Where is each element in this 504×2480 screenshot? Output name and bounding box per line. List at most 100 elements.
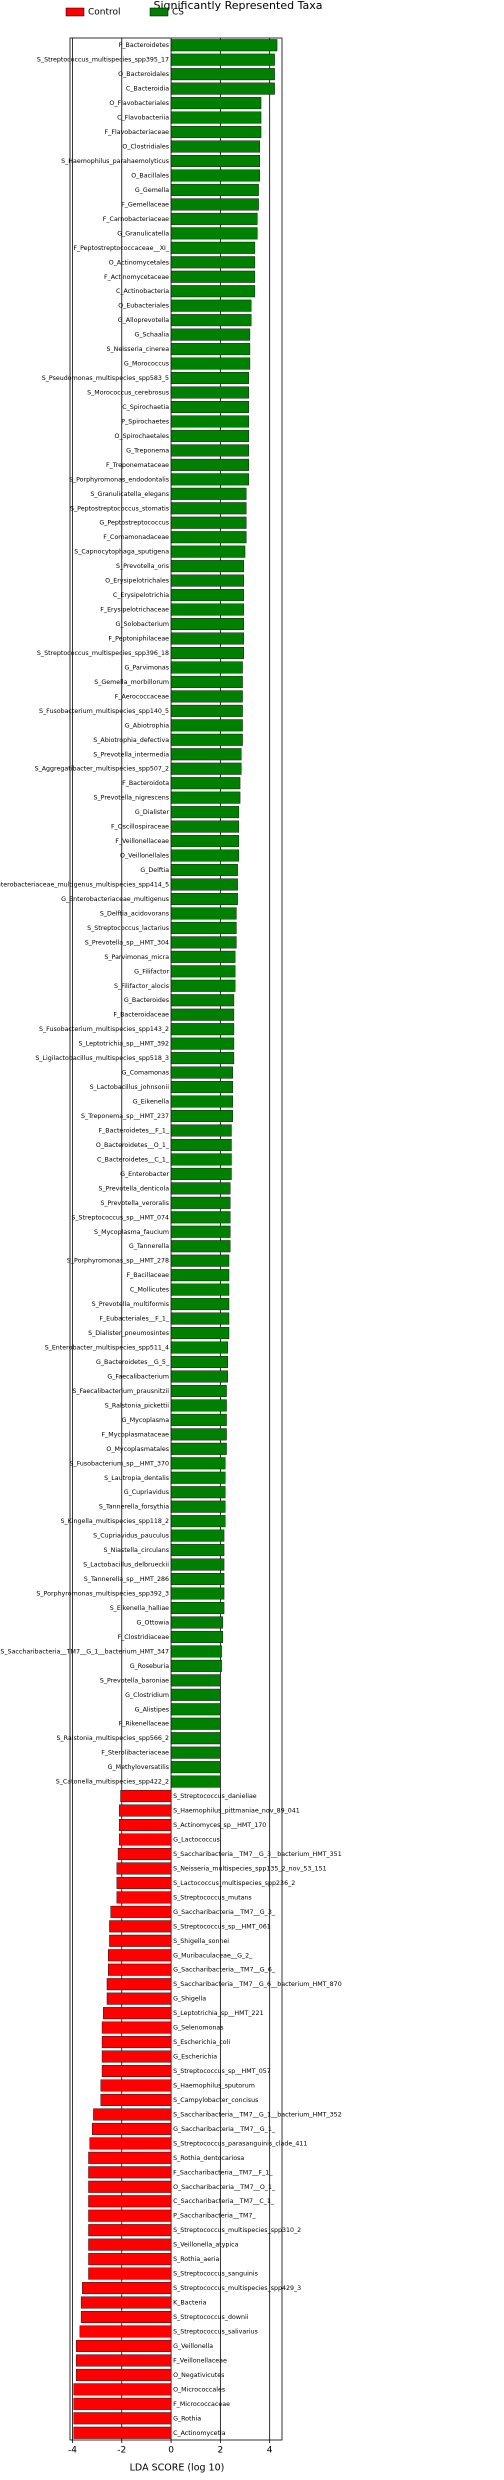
bar — [170, 1703, 221, 1716]
bar — [170, 126, 262, 139]
category-label: S_Pseudomonas_multispecies_spp583_5 — [42, 375, 169, 382]
category-label: G_Granulicatella — [117, 230, 169, 237]
bar — [170, 733, 243, 746]
bar — [170, 560, 244, 573]
bar — [109, 1934, 172, 1947]
category-label: F_Clostridiaceae — [118, 1634, 170, 1641]
category-label: F_Veillonellaceae — [115, 838, 169, 845]
category-label: F_Peptoniphilaceae — [108, 636, 169, 643]
category-label: G_Saccharibacteria__TM7__G_3_ — [173, 1909, 276, 1916]
bar — [170, 849, 240, 862]
bar — [116, 1891, 172, 1904]
legend-swatch — [65, 7, 85, 17]
category-label: G_Alloprevotella — [118, 317, 169, 324]
category-label: S_Granulicatella_elegans — [90, 491, 169, 498]
bar — [170, 1558, 225, 1571]
bar — [110, 1905, 172, 1918]
category-label: S_Streptococcus_sp__HMT_074 — [71, 1214, 169, 1221]
bar — [170, 1761, 221, 1774]
category-label: S_Kingella_multispecies_spp118_2 — [60, 1518, 169, 1525]
category-label: S_Fusobacterium_sp__HMT_370 — [69, 1460, 169, 1467]
category-label: G_Enterobacteriaceae_multigenus — [61, 896, 169, 903]
bar — [101, 2036, 172, 2049]
category-label: S_Lactococcus_multispecies_spp236_2 — [173, 1880, 295, 1887]
category-label: S_Prevotella_oris — [116, 563, 169, 570]
bar — [170, 82, 275, 95]
x-tick-label: -4 — [68, 2446, 77, 2456]
category-label: C_Saccharibacteria__TM7__C_1_ — [173, 2198, 275, 2205]
bar — [170, 545, 246, 558]
category-label: S_Streptococcus_multispecies_spp396_18 — [37, 650, 169, 657]
bar — [106, 1992, 172, 2005]
bar — [170, 1442, 227, 1455]
bar — [170, 357, 251, 370]
bar — [170, 241, 256, 254]
bar — [170, 1587, 225, 1600]
category-label: G_Bacteroides — [124, 997, 169, 1004]
category-label: S_Morococcus_cerebrosus — [87, 390, 169, 397]
category-label: S_Rothia_aeria — [173, 2256, 219, 2263]
category-label: S_Escherichia_coli — [173, 2039, 230, 2046]
category-label: O_Micrococcales — [173, 2386, 225, 2393]
category-label: S_Fusobacterium_multispecies_spp143_2 — [39, 1026, 169, 1033]
category-label: G_Schaalia — [135, 332, 170, 339]
category-label: F_Aerococcaceae — [115, 693, 169, 700]
category-label: S_Abiotrophia_defectiva — [93, 737, 169, 744]
bar — [170, 1732, 221, 1745]
bar — [170, 675, 243, 688]
bar — [170, 878, 238, 891]
bar — [116, 1862, 172, 1875]
category-label: S_Capnocytophaga_sputigena — [74, 549, 169, 556]
bar — [170, 270, 256, 283]
category-label: O_Actinomycetales — [109, 259, 169, 266]
bar — [170, 1544, 225, 1557]
bar — [116, 1876, 172, 1889]
bar — [170, 719, 243, 732]
x-tick-label: 4 — [267, 2446, 273, 2456]
bar — [170, 907, 237, 920]
category-label: S_Streptococcus_sanguinis — [173, 2271, 258, 2278]
bar — [88, 2180, 172, 2193]
category-label: O_Bacteroidetes__O_1_ — [96, 1142, 170, 1149]
category-label: G_Muribaculaceae__G_2_ — [173, 1952, 253, 1959]
bar — [170, 646, 244, 659]
x-tick-label: 2 — [218, 2446, 224, 2456]
bar — [170, 1370, 228, 1383]
category-label: S_Gemella_morbillorum — [94, 679, 169, 686]
category-label: F_Flavobacteriaceae — [105, 129, 170, 136]
bar — [108, 1963, 172, 1976]
category-label: S_Dialister_pneumosintes — [88, 1330, 169, 1337]
category-label: S_Fusobacterium_multispecies_spp140_5 — [39, 708, 169, 715]
category-label: S_Porphyromonas_sp__HMT_278 — [67, 1258, 169, 1265]
category-label: S_Streptococcus_sp__HMT_061 — [173, 1923, 271, 1930]
category-label: F_Comamonadaceae — [103, 534, 169, 541]
category-label: G_Enterobacter — [120, 1171, 169, 1178]
bar — [170, 39, 278, 52]
category-label: G_Tannerella — [129, 1243, 169, 1250]
bar — [170, 111, 262, 124]
bar — [170, 473, 249, 486]
bar — [109, 1920, 172, 1933]
bar — [75, 2354, 172, 2367]
bar — [106, 1978, 172, 1991]
bar — [170, 68, 275, 81]
category-label: F_Oscillospiraceae — [111, 824, 169, 831]
category-label: G_Ottowia — [137, 1619, 170, 1626]
bar — [170, 227, 258, 240]
category-label: S_Tannerella_forsythia — [99, 1504, 169, 1511]
bar — [170, 1153, 232, 1166]
bar — [100, 2093, 172, 2106]
category-label: S_Peptostreptococcus_stomatis — [70, 505, 169, 512]
bar — [88, 2267, 172, 2280]
bar — [170, 343, 251, 356]
bar — [170, 516, 247, 529]
bar — [170, 1008, 235, 1021]
bar — [170, 1659, 222, 1672]
bar — [170, 1023, 235, 1036]
bar — [88, 2195, 172, 2208]
category-label: S_Enterobacteriaceae_multigenus_multispe… — [0, 881, 169, 888]
bar — [170, 1211, 231, 1224]
bar — [170, 1486, 226, 1499]
bar — [170, 299, 252, 312]
bar — [88, 2209, 172, 2222]
